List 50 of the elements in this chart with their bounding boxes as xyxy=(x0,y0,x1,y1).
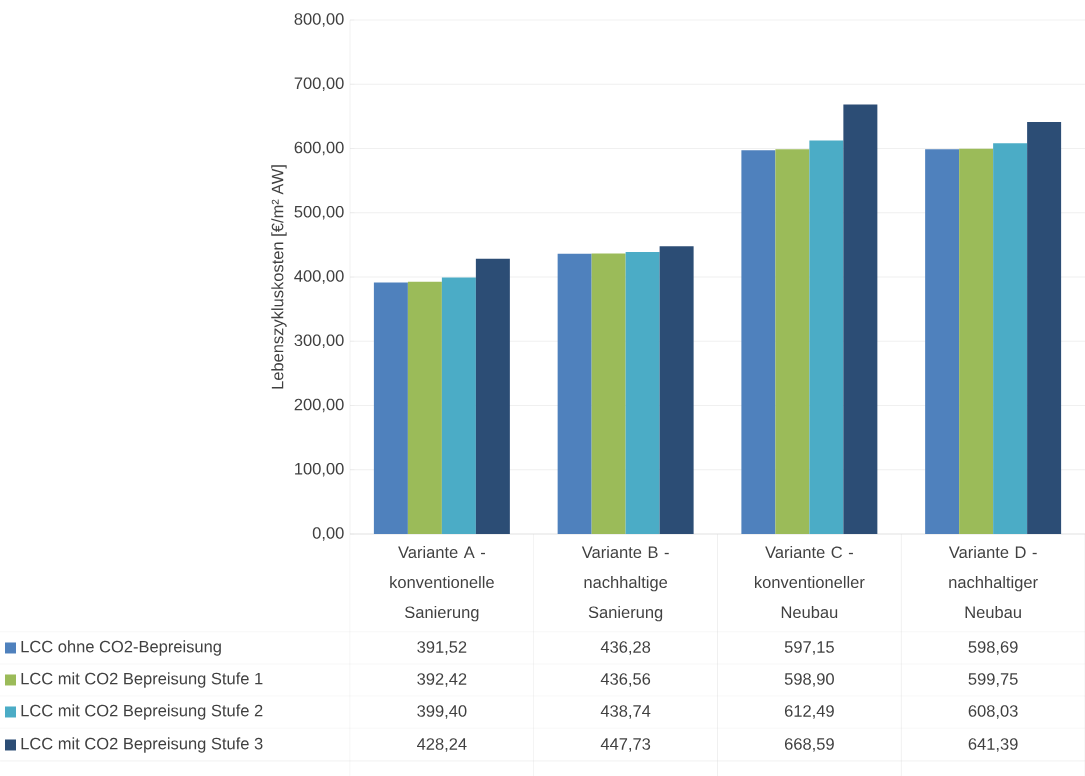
y-tick-label: 600,00 xyxy=(294,141,344,156)
data-label: 597,15 xyxy=(784,641,834,655)
bar xyxy=(775,149,810,534)
data-label: 598,90 xyxy=(784,673,834,687)
y-tick-label: 0,00 xyxy=(312,527,344,541)
data-label: 608,03 xyxy=(968,705,1018,719)
data-label: 599,75 xyxy=(968,673,1018,687)
data-label: 436,28 xyxy=(600,641,651,655)
legend-label: LCC mit CO2 Bepreisung Stufe 3 xyxy=(21,737,263,753)
bar xyxy=(1027,121,1062,534)
bar xyxy=(373,282,408,534)
data-label: 438,74 xyxy=(600,705,651,719)
y-tick-label: 200,00 xyxy=(294,398,344,413)
bar xyxy=(407,281,442,534)
y-tick-label: 400,00 xyxy=(294,270,344,284)
data-label: 641,39 xyxy=(968,738,1018,752)
y-tick-label: 500,00 xyxy=(294,205,344,220)
y-tick-label: 100,00 xyxy=(295,462,344,477)
y-tick-label: 700,00 xyxy=(294,77,344,92)
bar xyxy=(993,143,1028,534)
data-label: 598,69 xyxy=(968,641,1018,655)
data-label: 436,56 xyxy=(600,673,651,687)
x-tick-label: Variante C - konventioneller Neubau xyxy=(755,545,865,619)
bar xyxy=(475,258,510,534)
bar xyxy=(557,253,592,534)
bar xyxy=(925,149,960,534)
data-label: 428,24 xyxy=(417,738,467,752)
x-tick-label: Variante D - nachhaltiger Neubau xyxy=(948,545,1038,619)
bar xyxy=(659,246,694,534)
data-label: 668,59 xyxy=(784,738,834,752)
legend-label: LCC mit CO2 Bepreisung Stufe 2 xyxy=(21,704,263,720)
legend-label: LCC mit CO2 Bepreisung Stufe 1 xyxy=(21,672,263,688)
bar xyxy=(959,148,994,534)
bar xyxy=(441,277,476,534)
data-label: 391,52 xyxy=(417,641,467,655)
y-axis-title: Lebenszykluskosten [€/m² AW] xyxy=(271,165,287,389)
data-label: 612,49 xyxy=(784,705,834,719)
y-tick-label: 800,00 xyxy=(294,13,344,27)
x-tick-label: Variante B - nachhaltige Sanierung xyxy=(581,545,669,622)
bar xyxy=(625,252,660,534)
data-label: 399,40 xyxy=(417,705,467,719)
y-tick-label: 300,00 xyxy=(294,334,344,349)
bar xyxy=(591,253,626,534)
data-label: 447,73 xyxy=(600,738,651,752)
x-tick-label: Variante A - konventionelle Sanierung xyxy=(390,545,494,622)
data-label: 392,42 xyxy=(417,673,467,687)
bar xyxy=(843,104,878,534)
bar xyxy=(741,150,776,534)
bar xyxy=(809,140,844,534)
legend-label: LCC ohne CO2-Bepreisung xyxy=(21,640,221,656)
